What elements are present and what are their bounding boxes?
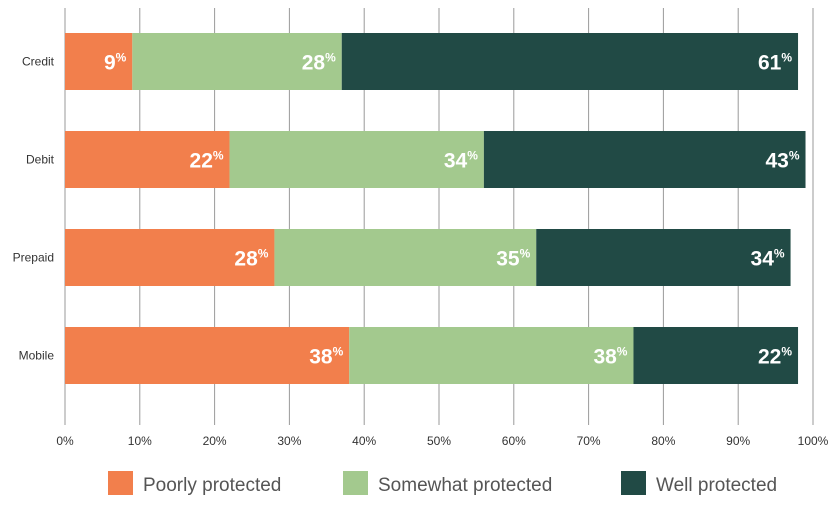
- x-tick-label-7: 70%: [577, 434, 601, 448]
- category-label-prepaid: Prepaid: [13, 251, 54, 265]
- x-tick-label-6: 60%: [502, 434, 526, 448]
- bar-mobile-somewhat-protected: [349, 327, 634, 384]
- legend-swatch-poorly-protected: [108, 471, 133, 495]
- bars: [65, 33, 806, 384]
- x-tick-label-8: 80%: [651, 434, 675, 448]
- legend-swatch-somewhat-protected: [343, 471, 368, 495]
- legend-label-somewhat-protected: Somewhat protected: [378, 475, 552, 496]
- data-label-prepaid-well-protected: 34%: [751, 247, 785, 271]
- data-label-mobile-poorly-protected: 38%: [309, 345, 343, 369]
- data-label-prepaid-poorly-protected: 28%: [234, 247, 268, 271]
- bar-debit-well-protected: [483, 131, 806, 188]
- x-tick-label-3: 30%: [277, 434, 301, 448]
- data-label-debit-well-protected: 43%: [765, 149, 799, 173]
- legend: Poorly protected Somewhat protected Well p…: [108, 471, 777, 496]
- category-label-debit: Debit: [26, 153, 55, 167]
- bar-debit-somewhat-protected: [229, 131, 484, 188]
- category-label-credit: Credit: [22, 55, 55, 69]
- x-tick-label-0: 0%: [56, 434, 74, 448]
- data-label-credit-somewhat-protected: 28%: [302, 51, 336, 75]
- data-label-credit-poorly-protected: 9%: [104, 51, 127, 75]
- bar-debit-poorly-protected: [65, 131, 230, 188]
- bar-prepaid-well-protected: [536, 229, 791, 286]
- data-label-mobile-somewhat-protected: 38%: [593, 345, 627, 369]
- bar-mobile-well-protected: [633, 327, 799, 384]
- data-label-debit-somewhat-protected: 34%: [444, 149, 478, 173]
- category-label-mobile: Mobile: [19, 349, 55, 363]
- bar-value-labels: 9% 28% 61% 22% 34% 43% 28% 35% 34% 38% 38% 22%: [104, 51, 800, 369]
- x-tick-label-4: 40%: [352, 434, 376, 448]
- bar-credit-well-protected: [341, 33, 799, 90]
- category-labels: Credit Debit Prepaid Mobile: [13, 55, 55, 363]
- x-tick-label-1: 10%: [128, 434, 152, 448]
- legend-label-poorly-protected: Poorly protected: [143, 475, 281, 496]
- x-tick-label-5: 50%: [427, 434, 451, 448]
- data-label-credit-well-protected: 61%: [758, 51, 792, 75]
- bar-prepaid-somewhat-protected: [274, 229, 537, 286]
- x-tick-label-2: 20%: [203, 434, 227, 448]
- data-label-prepaid-somewhat-protected: 35%: [496, 247, 530, 271]
- x-tick-label-9: 90%: [726, 434, 750, 448]
- x-tick-label-10: 100%: [798, 434, 829, 448]
- bar-credit-poorly-protected: [65, 33, 133, 90]
- bar-credit-somewhat-protected: [132, 33, 342, 90]
- legend-label-well-protected: Well protected: [656, 475, 777, 496]
- bar-mobile-poorly-protected: [65, 327, 350, 384]
- bar-prepaid-poorly-protected: [65, 229, 275, 286]
- data-label-debit-poorly-protected: 22%: [190, 149, 224, 173]
- legend-swatch-well-protected: [621, 471, 646, 495]
- x-axis-tick-labels: 0% 10% 20% 30% 40% 50% 60% 70% 80% 90% 100%: [56, 434, 828, 448]
- data-label-mobile-well-protected: 22%: [758, 345, 792, 369]
